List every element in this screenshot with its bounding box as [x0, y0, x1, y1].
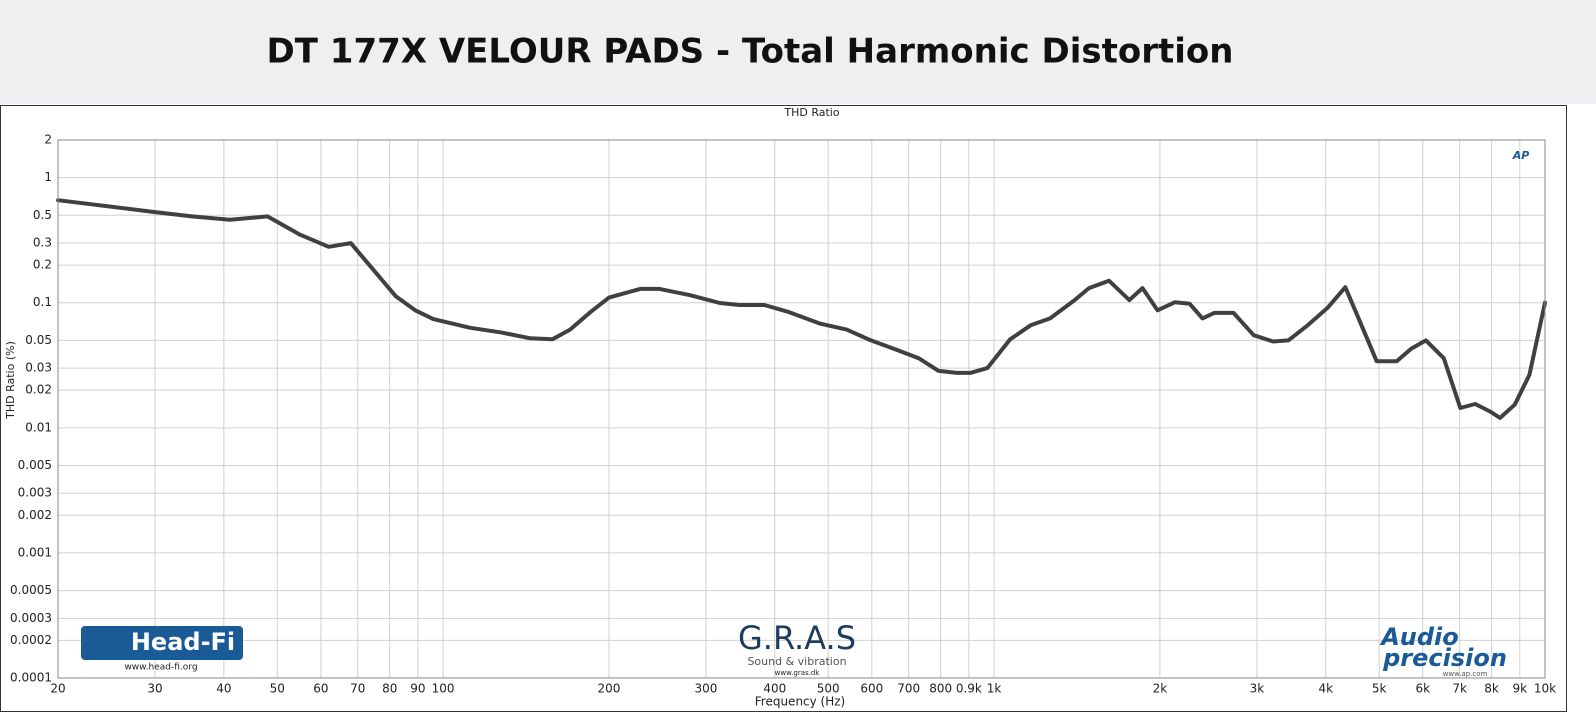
- y-tick-label: 0.0003: [10, 611, 52, 625]
- headfi-url: www.head-fi.org: [124, 663, 197, 673]
- ap-line1: Audio: [1379, 623, 1459, 651]
- y-tick-label: 0.0005: [10, 583, 52, 597]
- y-tick-label: 0.1: [33, 295, 52, 309]
- x-tick-label: 6k: [1415, 682, 1430, 696]
- y-tick-label: 0.005: [18, 458, 52, 472]
- x-tick-label: 90: [410, 682, 425, 696]
- x-tick-label: 40: [216, 682, 231, 696]
- x-tick-label: 50: [270, 682, 285, 696]
- y-tick-label: 0.01: [25, 420, 52, 434]
- gras-url: www.gras.dk: [775, 669, 821, 677]
- gras-sub: Sound & vibration: [747, 655, 846, 668]
- x-tick-label: 80: [382, 682, 397, 696]
- y-tick-label: 0.5: [33, 208, 52, 222]
- x-tick-label: 5k: [1372, 682, 1387, 696]
- x-tick-label: 500: [817, 682, 840, 696]
- gras-text: G.R.A.S: [738, 619, 856, 657]
- ap-url: www.ap.com: [1443, 670, 1488, 678]
- y-axis-label: THD Ratio (%): [4, 341, 17, 420]
- x-tick-label: 400: [763, 682, 786, 696]
- x-tick-label: 70: [350, 682, 365, 696]
- x-tick-label: 800: [929, 682, 952, 696]
- plot-frame: [57, 139, 1546, 679]
- y-tick-label: 1: [44, 170, 52, 184]
- x-tick-label: 60: [313, 682, 328, 696]
- x-tick-label: 4k: [1318, 682, 1333, 696]
- x-tick-label: 9k: [1512, 682, 1527, 696]
- y-tick-label: 0.3: [33, 236, 52, 250]
- chart-frame: [0, 105, 1567, 712]
- y-tick-label: 0.001: [18, 545, 52, 559]
- x-tick-label: 10k: [1534, 682, 1556, 696]
- y-tick-label: 2: [44, 133, 52, 147]
- x-tick-label: 600: [860, 682, 883, 696]
- y-tick-label: 0.0001: [10, 671, 52, 685]
- y-tick-label: 0.002: [18, 508, 52, 522]
- plot: [56, 198, 1547, 420]
- data-line: [56, 198, 1547, 420]
- y-tick-label: 0.03: [25, 361, 52, 375]
- y-tick-label: 0.02: [25, 383, 52, 397]
- ap-badge: AP: [1512, 149, 1530, 162]
- y-tick-label: 0.0002: [10, 633, 52, 647]
- ap-line2: precision: [1382, 644, 1507, 672]
- headfi-logo: [81, 626, 243, 660]
- headfi-text: Head-Fi: [131, 628, 235, 656]
- y-tick-label: 0.2: [33, 258, 52, 272]
- x-tick-label: 1k: [987, 682, 1002, 696]
- y-tick-label: 0.05: [25, 333, 52, 347]
- x-tick-label: 200: [597, 682, 620, 696]
- chart-subtitle: THD Ratio: [783, 106, 839, 119]
- x-tick-label: 3k: [1250, 682, 1265, 696]
- x-tick-label: 7k: [1452, 682, 1467, 696]
- y-tick-label: 0.003: [18, 486, 52, 500]
- x-axis-label: Frequency (Hz): [755, 695, 846, 709]
- chart-title: DT 177X VELOUR PADS - Total Harmonic Dis…: [267, 32, 1234, 72]
- x-tick-label: 20: [50, 682, 65, 696]
- x-tick-label: 2k: [1153, 682, 1168, 696]
- title-band: [0, 0, 1596, 104]
- x-tick-label: 700: [897, 682, 920, 696]
- x-tick-label: 300: [695, 682, 718, 696]
- x-tick-label: 30: [147, 682, 162, 696]
- x-tick-label: 8k: [1484, 682, 1499, 696]
- x-tick-label: 0.9k: [956, 682, 982, 696]
- x-tick-label: 100: [432, 682, 455, 696]
